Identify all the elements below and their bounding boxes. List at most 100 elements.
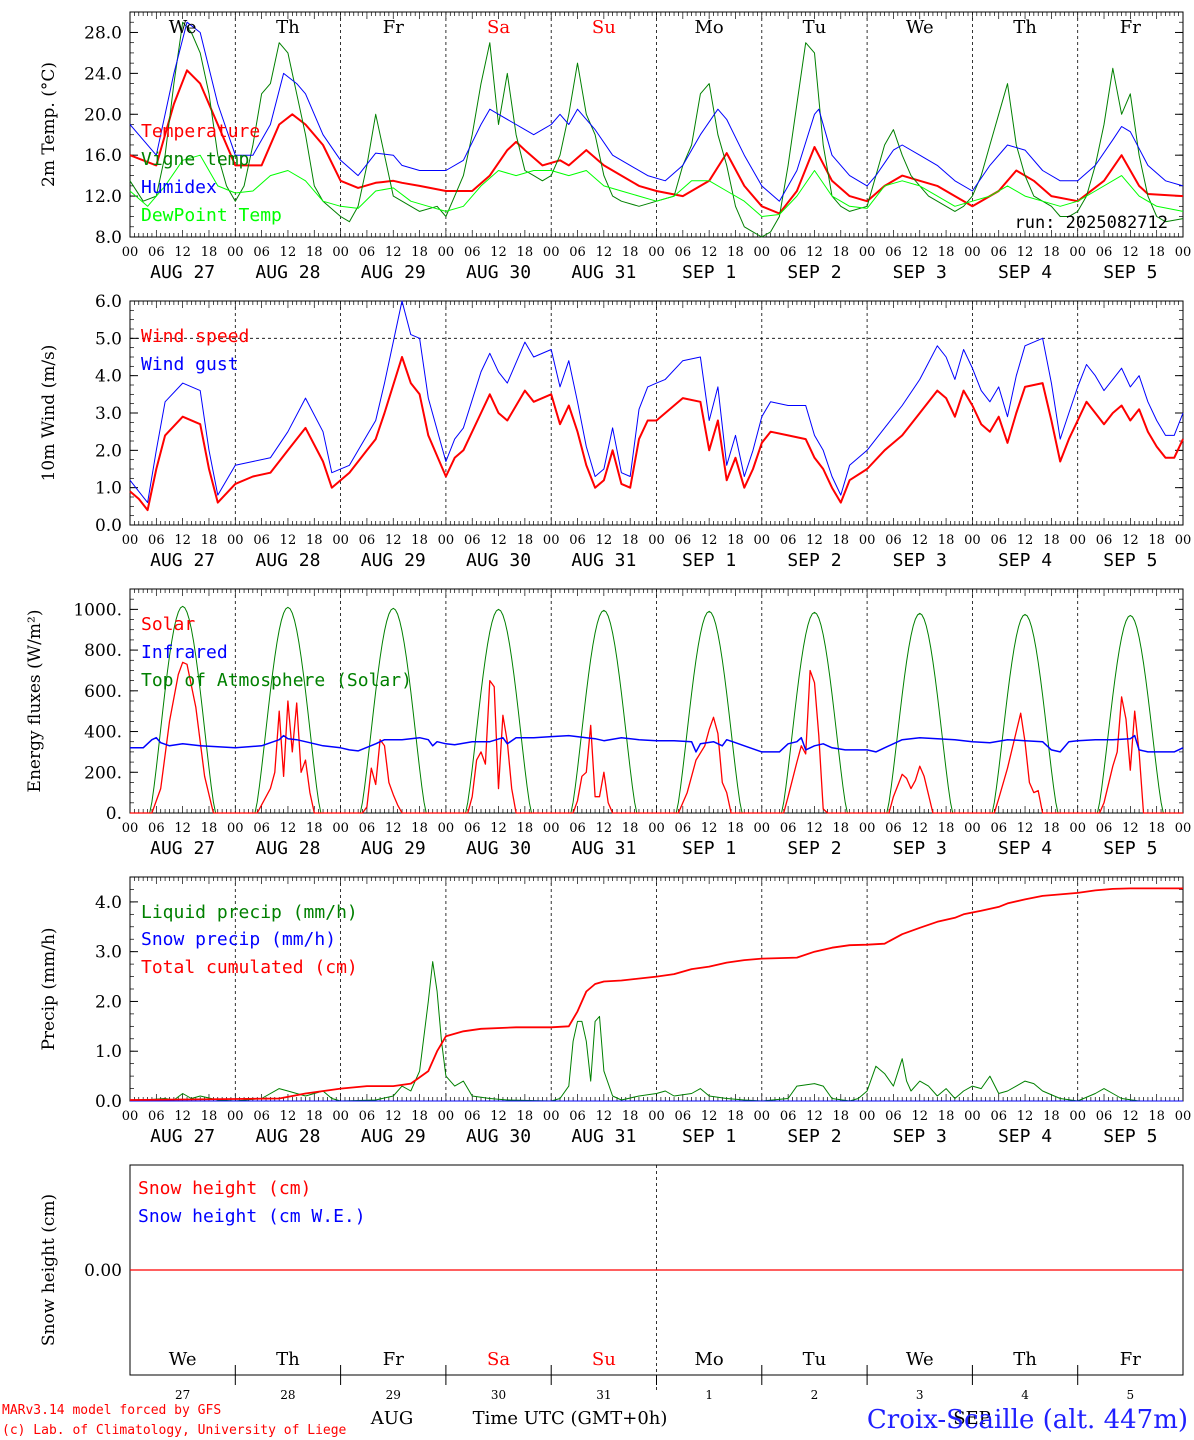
hour-tick-label: 00 (332, 245, 349, 260)
station-label: Croix-Scaille (alt. 447m) (867, 1405, 1188, 1435)
hour-tick-label: 00 (859, 245, 876, 260)
hour-tick-label: 06 (359, 1109, 376, 1124)
y-tick-label: 0.0 (95, 1092, 122, 1112)
y-axis-label: Snow height (cm) (39, 1194, 59, 1346)
hour-tick-label: 12 (385, 1109, 402, 1124)
hour-tick-label: 18 (517, 1109, 534, 1124)
hour-tick-label: 12 (701, 533, 718, 548)
weekday-label: Su (592, 17, 616, 38)
y-tick-label: 20.0 (84, 105, 122, 125)
hour-tick-label: 00 (648, 245, 665, 260)
hour-tick-label: 06 (253, 245, 270, 260)
hour-tick-label: 12 (174, 821, 191, 836)
date-label: SEP 1 (682, 262, 736, 283)
hour-tick-label: 00 (648, 533, 665, 548)
hour-tick-label: 18 (833, 1109, 850, 1124)
hour-tick-label: 06 (253, 1109, 270, 1124)
hour-tick-label: 06 (675, 1109, 692, 1124)
hour-tick-label: 06 (464, 245, 481, 260)
hour-tick-label: 06 (885, 1109, 902, 1124)
y-tick-label: 2.0 (95, 992, 122, 1012)
date-label: AUG 29 (361, 838, 426, 859)
weekday-label: We (169, 1349, 197, 1370)
hour-tick-label: 06 (885, 821, 902, 836)
hour-tick-label: 12 (806, 821, 823, 836)
series-line-total-cumulated-cm (129, 887, 1183, 1101)
hour-tick-label: 12 (174, 245, 191, 260)
hour-tick-label: 12 (1017, 1109, 1034, 1124)
y-axis-label: Precip (mm/h) (39, 927, 59, 1050)
hour-tick-label: 18 (938, 533, 955, 548)
date-label: SEP 5 (1103, 838, 1157, 859)
y-tick-label: 28.0 (84, 23, 122, 43)
hour-tick-label: 18 (833, 821, 850, 836)
hour-tick-label: 00 (754, 245, 771, 260)
hour-tick-label: 00 (1069, 533, 1086, 548)
hour-tick-label: 12 (1122, 533, 1139, 548)
y-tick-label: 2.0 (95, 441, 122, 461)
hour-tick-label: 00 (648, 1109, 665, 1124)
hour-tick-label: 00 (122, 1109, 139, 1124)
hour-tick-label: 06 (464, 821, 481, 836)
weekday-label: Fr (383, 1349, 404, 1370)
weekday-label: Fr (1120, 1349, 1141, 1370)
hour-tick-label: 12 (596, 245, 613, 260)
hour-tick-label: 00 (227, 821, 244, 836)
hour-tick-label: 12 (701, 1109, 718, 1124)
panel-1: 0.0 1.0 2.0 3.0 4.0 5.0 6.0 10m Wind (m/s) Wind … (39, 292, 1191, 571)
hour-tick-label: 18 (306, 1109, 323, 1124)
hour-tick-label: 18 (201, 1109, 218, 1124)
hour-tick-label: 00 (438, 245, 455, 260)
hour-tick-label: 06 (359, 245, 376, 260)
weekday-label: Sa (487, 1349, 510, 1370)
hour-tick-label: 00 (964, 1109, 981, 1124)
date-label: AUG 30 (466, 262, 531, 283)
hour-tick-label: 12 (490, 1109, 507, 1124)
hour-tick-label: 18 (1148, 533, 1165, 548)
day-number-label: 28 (280, 1388, 295, 1402)
hour-tick-label: 18 (833, 245, 850, 260)
weekday-label: We (906, 17, 934, 38)
hour-tick-label: 06 (885, 533, 902, 548)
weekday-label: Sa (487, 17, 510, 38)
date-label: AUG 29 (361, 262, 426, 283)
hour-tick-label: 00 (1175, 821, 1192, 836)
date-label: SEP 3 (893, 1126, 947, 1147)
hour-tick-label: 18 (1043, 533, 1060, 548)
hour-tick-label: 12 (174, 1109, 191, 1124)
hour-tick-label: 18 (622, 1109, 639, 1124)
date-label: AUG 27 (150, 838, 215, 859)
weekday-label: Mo (695, 1349, 724, 1370)
hour-tick-label: 12 (1017, 245, 1034, 260)
day-number-label: 4 (1021, 1388, 1029, 1402)
hour-tick-label: 00 (543, 1109, 560, 1124)
series-line-wind-gust (129, 300, 1184, 504)
y-tick-label: 800. (84, 641, 122, 661)
hour-tick-label: 00 (754, 533, 771, 548)
hour-tick-label: 00 (438, 821, 455, 836)
hour-tick-label: 00 (332, 533, 349, 548)
hour-tick-label: 18 (833, 533, 850, 548)
hour-tick-label: 18 (727, 245, 744, 260)
y-tick-label: 600. (84, 682, 122, 702)
hour-tick-label: 18 (622, 821, 639, 836)
weekday-label: Tu (803, 17, 827, 38)
panel-3: 0.0 1.0 2.0 3.0 4.0 Precip (mm/h) Liquid preci… (39, 876, 1191, 1147)
date-label: SEP 3 (893, 262, 947, 283)
hour-tick-label: 06 (780, 1109, 797, 1124)
hour-tick-label: 06 (359, 821, 376, 836)
hour-tick-label: 18 (622, 245, 639, 260)
hour-tick-label: 18 (201, 821, 218, 836)
day-number-label: 3 (916, 1388, 924, 1402)
hour-tick-label: 06 (885, 245, 902, 260)
hour-tick-label: 12 (490, 821, 507, 836)
hour-tick-label: 06 (569, 821, 586, 836)
y-tick-label: 8.0 (95, 228, 122, 248)
y-tick-label: 24.0 (84, 64, 122, 84)
legend-entry: Infrared (141, 642, 228, 663)
hour-tick-label: 12 (596, 821, 613, 836)
hour-tick-label: 00 (754, 821, 771, 836)
date-label: AUG 29 (361, 1126, 426, 1147)
hour-tick-label: 06 (1096, 245, 1113, 260)
